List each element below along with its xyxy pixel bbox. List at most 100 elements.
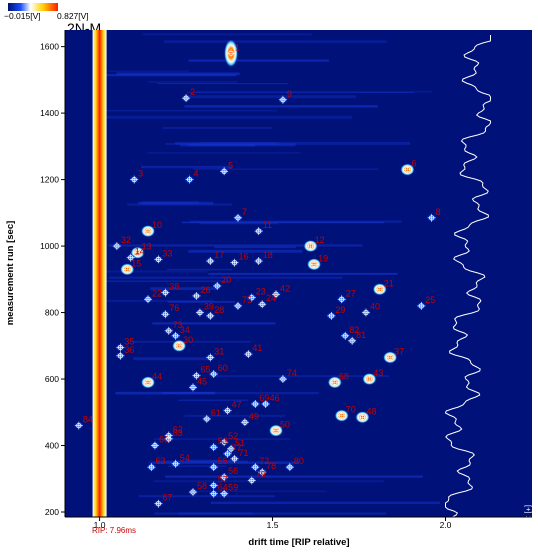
peak-label: 73 [173,320,183,330]
streak [199,222,279,225]
ims-spectrum-line [444,35,491,517]
peak-marker [227,444,236,453]
peak-label: 18 [263,250,273,260]
streak [103,280,230,282]
peak-label: 29 [335,305,345,315]
peak-label: 72 [259,456,269,466]
peak-label: 5 [228,160,233,170]
y-axis-label: measurement run [sec] [5,221,16,326]
peak-label: 53 [218,436,228,446]
peak-marker [258,468,267,477]
peak-marker [154,255,163,264]
peak-label: 50 [280,420,290,430]
streak [184,105,378,108]
streak [199,141,277,144]
peak-marker [272,426,281,435]
streak [148,81,238,83]
streak [142,33,312,36]
peak-label: 20 [221,275,231,285]
peak-label: 6 [411,159,416,169]
streak [131,341,251,343]
peak-marker [182,94,191,103]
peak-marker [310,260,319,269]
peak-label: 31 [214,346,224,356]
streak [187,91,415,94]
y-tick-label: 1200 [40,175,59,185]
peak-label: 69 [259,393,269,403]
side-label: [+] 2N-M [524,505,533,534]
peak-marker [227,49,236,58]
peak-marker [185,175,194,184]
streak [138,201,214,205]
peak-marker [171,331,180,340]
peak-marker [358,413,367,422]
peak-label: 2 [190,87,195,97]
streak [99,110,277,112]
peak-marker [337,295,346,304]
peak-marker [144,295,153,304]
peak-label: 3 [138,169,143,179]
peak-label: 74 [287,368,297,378]
peak-marker [403,165,412,174]
peak-label: 58 [197,481,207,491]
peak-label: 12 [315,235,325,245]
peak-label: 67 [162,493,172,503]
peak-label: 52 [228,431,238,441]
peak-marker [258,300,267,309]
streak [193,168,378,170]
streak [208,272,398,275]
streak [152,322,276,325]
peak-marker [150,441,159,450]
peak-marker [188,488,197,497]
peak-label: 65 [200,365,210,375]
streak [178,512,253,515]
peak-marker [247,293,256,302]
peak-marker [220,438,229,447]
peak-marker [278,375,287,384]
streak [115,391,215,395]
x-tick-label: 1.0 [94,520,106,530]
peak-marker [206,353,215,362]
peak-label: 51 [235,438,245,448]
streak [107,70,189,72]
peak-marker [233,213,242,222]
peak-marker [116,351,125,360]
peak-marker [230,454,239,463]
peak-marker [386,353,395,362]
peak-label: 41 [252,343,262,353]
peak-label: 22 [152,288,162,298]
peak-marker [192,371,201,380]
peak-label: 30 [183,335,193,345]
peak-marker [233,301,242,310]
peak-marker [202,414,211,423]
streak [133,357,211,361]
peak-label: 32 [121,235,131,245]
streak [102,300,214,302]
peak-label: 71 [239,448,249,458]
streak [214,246,296,249]
peak-label: 37 [394,346,404,356]
peak-marker [213,281,222,290]
peak-label: 62 [173,425,183,435]
peak-marker [220,167,229,176]
peak-label: 57 [218,474,228,484]
peak-marker [133,248,142,257]
streak [180,144,255,147]
peak-marker [188,383,197,392]
streak [189,220,402,223]
peak-marker [144,378,153,387]
peak-label: 1 [235,42,240,52]
peak-marker [220,473,229,482]
peak-marker [220,489,229,498]
peak-label: 4 [194,169,199,179]
peak-marker [74,421,83,430]
streak [177,399,248,402]
peak-label: 24 [266,293,276,303]
peak-label: 78 [266,461,276,471]
peak-label: 47 [232,400,242,410]
peak-label: 49 [249,411,259,421]
peak-marker [209,463,218,472]
peak-marker [278,95,287,104]
